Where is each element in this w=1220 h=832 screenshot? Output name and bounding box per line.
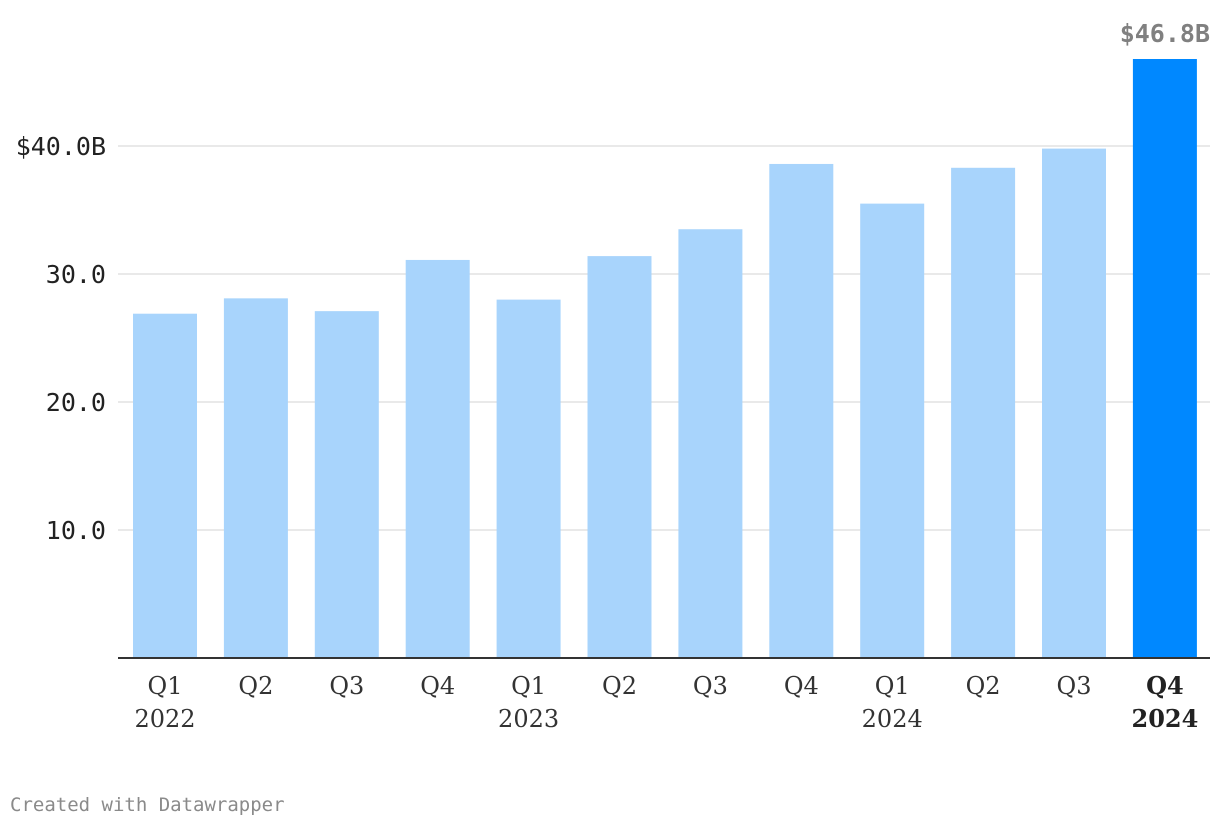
x-tick-quarter: Q3	[329, 672, 364, 700]
bar	[314, 311, 379, 658]
x-tick-quarter: Q3	[1057, 672, 1092, 700]
x-tick-quarter: Q4	[784, 672, 819, 700]
bar	[769, 163, 834, 658]
x-tick-quarter: Q1	[875, 672, 910, 700]
credit-text: Created with Datawrapper	[10, 794, 285, 816]
x-tick-quarter: Q2	[238, 672, 273, 700]
value-label: $46.8B	[1120, 19, 1210, 48]
x-tick-year: 2024	[1132, 704, 1199, 733]
y-tick-label: 20.0	[46, 388, 106, 417]
x-tick-quarter: Q2	[966, 672, 1001, 700]
bar	[133, 313, 197, 658]
bar	[405, 259, 470, 658]
x-tick-quarter: Q2	[602, 672, 637, 700]
x-tick-quarter: Q4	[420, 672, 455, 700]
x-tick-year: 2022	[134, 705, 195, 733]
bar	[860, 203, 925, 658]
y-tick-label: $40.0B	[16, 132, 106, 161]
bars	[133, 59, 1197, 659]
bar	[678, 229, 743, 658]
x-tick-quarter: Q4	[1146, 671, 1184, 700]
bar	[223, 298, 288, 658]
x-tick-quarter: Q1	[148, 672, 183, 700]
bar	[496, 299, 561, 658]
x-tick-quarter: Q3	[693, 672, 728, 700]
value-labels: $46.8B	[1120, 19, 1210, 48]
x-tick-year: 2024	[862, 705, 923, 733]
y-tick-label: 10.0	[46, 516, 106, 545]
y-axis-ticks: 10.0 20.0 30.0 $40.0B	[16, 132, 106, 545]
gridlines	[118, 145, 1210, 531]
x-tick-year: 2023	[498, 705, 559, 733]
bar	[587, 256, 652, 658]
bar	[951, 167, 1016, 659]
bar	[1042, 148, 1106, 659]
x-tick-quarter: Q1	[511, 672, 546, 700]
y-tick-label: 30.0	[46, 260, 106, 289]
bar-highlighted	[1132, 59, 1197, 658]
x-axis-ticks: Q1 2022 Q2 Q3 Q4 Q1 2023 Q2 Q3 Q4 Q1 2024 Q2 Q3 Q4 2024	[134, 671, 1198, 733]
